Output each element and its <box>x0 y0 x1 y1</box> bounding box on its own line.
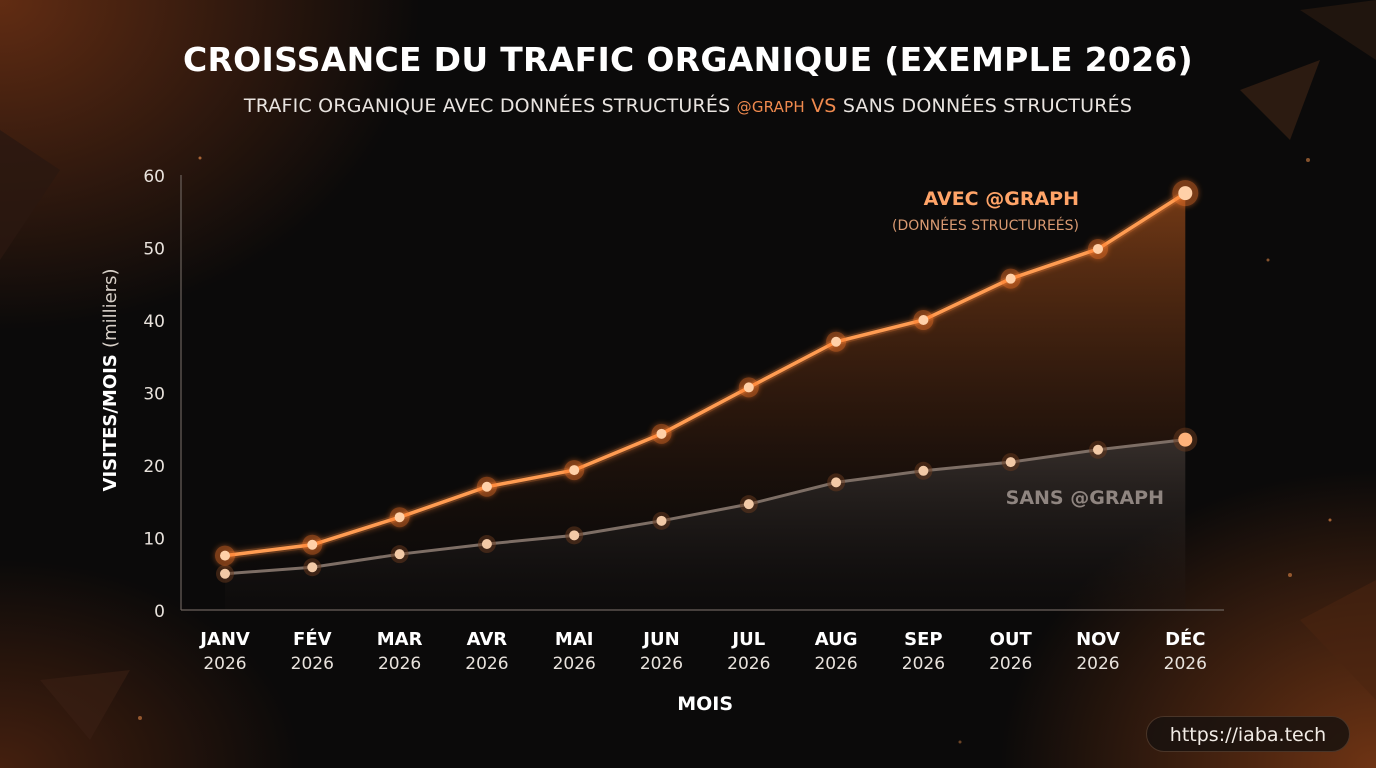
point-sans-graph <box>1093 444 1103 455</box>
x-tick-label: AVR <box>467 629 508 650</box>
x-tick-year: 2026 <box>814 654 857 674</box>
y-tick-label: 10 <box>143 530 165 550</box>
point-avec-graph <box>394 512 405 523</box>
point-sans-graph <box>307 562 318 573</box>
point-sans-graph <box>1178 432 1193 447</box>
point-avec-graph <box>307 539 318 550</box>
area-avec-graph <box>225 193 1186 574</box>
point-avec-graph <box>743 382 754 393</box>
subtitle-part2: SANS DONNÉES STRUCTURÉS <box>836 95 1133 117</box>
line-sans-graph <box>224 438 1186 576</box>
y-axis-title-unit: (milliers) <box>100 269 121 348</box>
point-avec-graph <box>1093 243 1103 254</box>
point-avec-graph <box>1005 273 1016 284</box>
y-tick-label: 40 <box>143 312 165 332</box>
point-sans-graph <box>394 549 405 560</box>
line-avec-graph <box>224 191 1187 558</box>
point-avec-graph <box>569 465 580 476</box>
x-tick-label: DÉC <box>1165 628 1205 650</box>
x-tick-year: 2026 <box>553 654 596 674</box>
x-tick-year: 2026 <box>1076 654 1119 674</box>
series-label-avec-graph: AVEC @GRAPH <box>924 188 1079 210</box>
x-tick-year: 2026 <box>291 654 334 674</box>
x-tick-year: 2026 <box>640 654 683 674</box>
y-tick-label: 60 <box>143 167 165 187</box>
subtitle-vs: VS <box>804 95 837 117</box>
x-tick-label: AUG <box>815 629 858 650</box>
x-tick-label: MAI <box>555 629 594 650</box>
x-tick-label: FÉV <box>293 628 332 650</box>
point-avec-graph <box>918 315 929 325</box>
point-avec-graph <box>656 428 667 439</box>
series-label-sans-graph: SANS @GRAPH <box>1006 487 1164 509</box>
x-tick-year: 2026 <box>465 654 508 674</box>
x-tick-year: 2026 <box>902 654 945 674</box>
point-avec-graph <box>481 481 492 492</box>
area-sans-graph <box>225 439 1186 610</box>
point-sans-graph <box>569 530 580 541</box>
subtitle-highlight: @GRAPH <box>736 98 805 116</box>
chart-title: CROISSANCE DU TRAFIC ORGANIQUE (EXEMPLE … <box>182 40 1194 79</box>
y-axis-title: VISITES/MOIS (milliers) <box>100 269 121 492</box>
x-tick-label: SEP <box>904 629 942 650</box>
x-tick-label: OUT <box>990 629 1033 650</box>
x-tick-year: 2026 <box>203 654 246 674</box>
x-tick-year: 2026 <box>989 654 1032 674</box>
x-tick-year: 2026 <box>727 654 770 674</box>
y-tick-label: 0 <box>154 602 165 622</box>
point-sans-graph <box>656 515 667 526</box>
x-tick-label: MAR <box>377 629 423 650</box>
point-sans-graph <box>743 499 754 510</box>
point-sans-graph <box>1005 457 1016 468</box>
x-tick-label: JUL <box>730 629 765 650</box>
point-avec-graph <box>220 550 230 561</box>
x-tick-year: 2026 <box>1164 654 1207 674</box>
point-sans-graph <box>220 568 230 579</box>
series-note-avec-graph: (DONNÉES STRUCTUREÉS) <box>892 217 1079 234</box>
y-tick-label: 50 <box>143 240 165 260</box>
website-url-badge[interactable]: https://iaba.tech <box>1146 716 1350 752</box>
point-avec-graph <box>831 336 842 347</box>
point-sans-graph <box>481 539 492 550</box>
chart-subtitle: TRAFIC ORGANIQUE AVEC DONNÉES STRUCTURÉS… <box>0 95 1376 117</box>
x-tick-label: JUN <box>641 629 679 650</box>
y-tick-label: 30 <box>143 385 165 405</box>
x-tick-year: 2026 <box>378 654 421 674</box>
point-avec-graph <box>1178 186 1193 201</box>
subtitle-part1: TRAFIC ORGANIQUE AVEC DONNÉES STRUCTURÉS <box>243 95 737 117</box>
y-axis-title-main: VISITES/MOIS <box>100 348 121 492</box>
x-tick-label: JANV <box>198 629 250 650</box>
y-tick-label: 20 <box>143 457 165 477</box>
x-axis-title: MOIS <box>677 693 733 715</box>
point-sans-graph <box>831 477 842 488</box>
x-tick-label: NOV <box>1076 629 1120 650</box>
point-sans-graph <box>918 465 929 476</box>
